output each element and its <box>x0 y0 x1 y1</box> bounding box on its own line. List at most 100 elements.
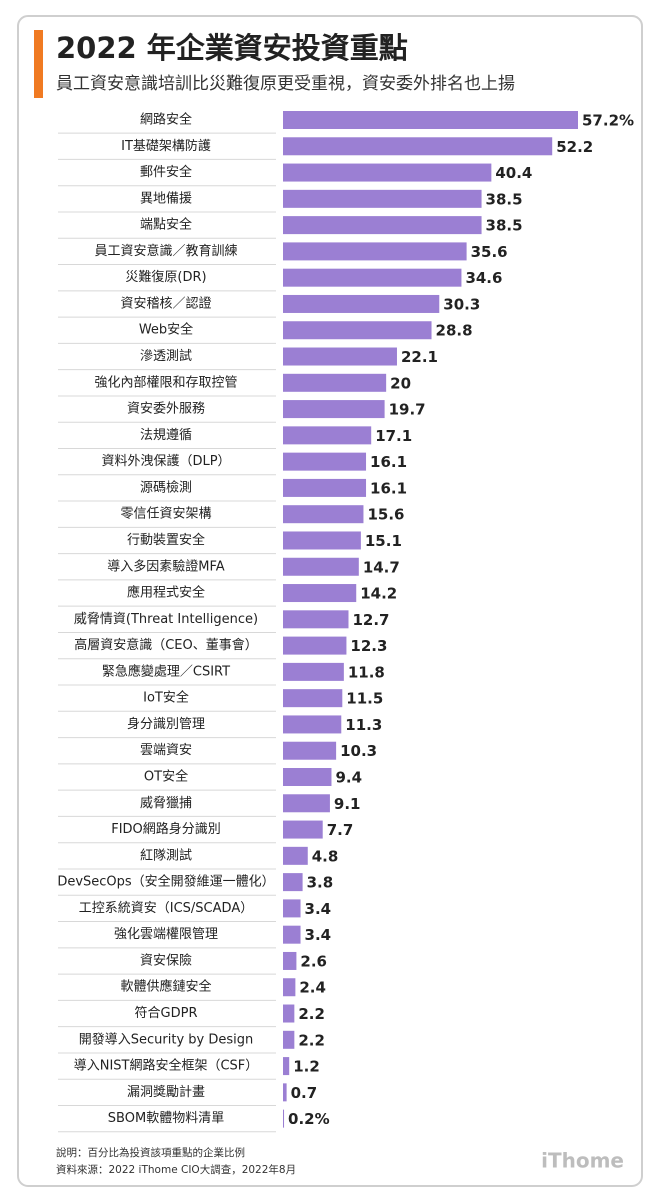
value-label: 30.3 <box>443 295 480 313</box>
category-label: Web安全 <box>139 322 193 338</box>
value-label: 12.3 <box>350 637 387 655</box>
category-label: 資安委外服務 <box>127 402 205 417</box>
bar <box>283 1109 285 1128</box>
category-label: 身分識別管理 <box>127 716 205 732</box>
bar <box>283 951 297 970</box>
value-label: 11.3 <box>345 716 382 734</box>
bar <box>283 689 343 708</box>
value-label: 3.8 <box>307 874 334 892</box>
category-label: 資安保險 <box>140 953 192 968</box>
bar <box>283 557 359 576</box>
category-label: 紅隊測試 <box>140 847 192 863</box>
value-label: 1.2 <box>293 1058 320 1076</box>
bar <box>283 400 385 419</box>
category-label: 源碼檢測 <box>140 479 192 495</box>
value-label: 22.1 <box>401 348 438 366</box>
category-label: 威脅獵捕 <box>140 795 192 811</box>
category-label: 行動裝置安全 <box>127 532 205 548</box>
category-label: 威脅情資(Threat Intelligence) <box>74 612 258 627</box>
value-label: 20 <box>390 374 411 392</box>
bar <box>283 794 330 813</box>
value-label: 4.8 <box>312 847 339 865</box>
bar <box>283 636 347 655</box>
bar <box>283 294 440 313</box>
bar <box>283 1057 290 1076</box>
bar <box>283 662 344 681</box>
value-label: 17.1 <box>375 427 412 445</box>
chart-subtitle: 員工資安意識培訓比災難復原更受重視，資安委外排名也上揚 <box>56 74 515 94</box>
bar <box>283 1004 295 1023</box>
category-label: DevSecOps（安全開發維運一體化） <box>57 874 274 890</box>
category-label: 郵件安全 <box>140 164 192 180</box>
category-label: OT安全 <box>144 769 188 785</box>
category-label: 滲透測試 <box>140 348 192 364</box>
value-label: 34.6 <box>465 269 502 287</box>
value-label: 3.4 <box>305 900 332 918</box>
value-label: 15.1 <box>365 532 402 550</box>
bar <box>283 163 492 182</box>
bar <box>283 846 308 865</box>
value-label: 12.7 <box>352 611 389 629</box>
bar <box>283 505 364 524</box>
chart-title: 2022 年企業資安投資重點 <box>56 31 408 65</box>
value-label: 7.7 <box>327 821 354 839</box>
value-label: 15.6 <box>367 506 404 524</box>
value-label: 52.2 <box>556 138 593 156</box>
value-label: 35.6 <box>471 243 508 261</box>
bar <box>283 1083 287 1102</box>
note: 說明：百分比為投資該項重點的企業比例 <box>56 1146 245 1159</box>
category-label: 導入NIST網路安全框架（CSF） <box>74 1058 259 1074</box>
category-label: 工控系統資安（ICS/SCADA） <box>79 901 253 916</box>
category-label: 強化內部權限和存取控管 <box>94 375 237 390</box>
bar <box>283 321 432 340</box>
bar <box>283 216 482 235</box>
value-label: 10.3 <box>340 742 377 760</box>
value-label: 2.4 <box>299 979 326 997</box>
value-label: 40.4 <box>495 164 532 182</box>
value-label: 0.7 <box>291 1084 318 1102</box>
category-label: 法規遵循 <box>140 427 192 443</box>
value-label: 14.2 <box>360 585 397 603</box>
value-label: 3.4 <box>305 926 332 944</box>
value-label: 2.2 <box>298 1005 325 1023</box>
bar <box>283 1030 295 1049</box>
bar <box>283 741 337 760</box>
category-label: 強化雲端權限管理 <box>114 927 218 942</box>
category-label: 雲端資安 <box>140 743 192 758</box>
value-label: 9.1 <box>334 795 361 813</box>
category-label: 導入多因素驗證MFA <box>107 558 225 574</box>
bar <box>283 768 332 786</box>
bar <box>283 925 301 944</box>
category-label: 員工資安意識／教育訓練 <box>94 243 237 259</box>
bar <box>283 268 462 287</box>
bar <box>283 111 578 129</box>
brand-logo: iThome <box>541 1149 624 1173</box>
value-label: 57.2% <box>582 112 634 130</box>
value-label: 38.5 <box>486 217 523 235</box>
value-label: 16.1 <box>370 453 407 471</box>
value-label: 9.4 <box>335 769 362 787</box>
bar <box>283 584 357 603</box>
accent-bar <box>34 30 43 98</box>
category-label: 高層資安意識（CEO、董事會） <box>74 637 258 653</box>
source: 資料來源：2022 iThome CIO大調查，2022年8月 <box>56 1163 296 1176</box>
bar <box>283 610 349 629</box>
value-label: 28.8 <box>436 322 473 340</box>
bar <box>283 820 323 839</box>
bar <box>283 531 361 550</box>
bar <box>283 347 397 366</box>
bar <box>283 978 296 997</box>
bar <box>283 873 303 892</box>
value-label: 2.2 <box>298 1031 325 1049</box>
value-label: 19.7 <box>389 401 426 419</box>
category-label: FIDO網路身分識別 <box>111 821 221 837</box>
category-label: 資料外洩保護（DLP） <box>101 453 230 469</box>
category-label: 軟體供應鏈安全 <box>120 979 211 995</box>
category-label: 資安稽核／認證 <box>120 295 211 311</box>
category-label: IT基礎架構防護 <box>121 138 211 154</box>
category-label: 端點安全 <box>140 217 192 233</box>
value-label: 2.6 <box>300 952 327 970</box>
category-label: SBOM軟體物料清單 <box>108 1110 224 1126</box>
category-label: IoT安全 <box>143 690 189 706</box>
